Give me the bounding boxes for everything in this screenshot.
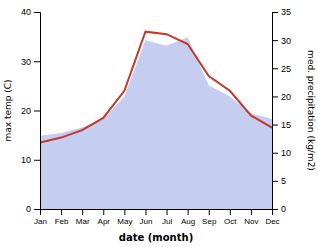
y-axis-title: max temp (C) [3,79,13,141]
tick: 20 [21,106,40,116]
tick: Aug [181,209,195,226]
tick-label: 20 [21,106,31,116]
tick-mark [34,12,40,13]
tick: 25 [272,64,291,74]
tick: 10 [272,148,291,158]
tick-label: Mar [76,217,90,226]
tick-label: Apr [98,217,111,226]
tick: Oct [224,209,237,226]
tick-mark [272,12,278,13]
tick-mark [272,181,278,182]
line [40,32,272,143]
tick: Nov [244,209,258,226]
tick-label: 5 [281,176,286,186]
tick-label: Jun [140,217,153,226]
tick-mark [272,209,278,210]
tick: 35 [272,7,291,17]
marks [40,32,272,209]
tick-label: 0 [281,204,286,214]
tick: Dec [265,209,279,226]
tick: Jul [162,209,172,226]
axis-line [273,13,279,210]
tick-mark [209,209,210,215]
plot: JanFebMarAprMayJunJulAugSepOctNovDec0102… [21,7,291,225]
tick: Mar [76,209,90,226]
tick-mark [272,125,278,126]
tick-label: Aug [181,217,195,226]
tick-label: Jul [162,217,172,226]
tick-mark [61,209,62,215]
tick-label: 10 [21,155,31,165]
axis-line [41,210,273,216]
tick-mark [272,153,278,154]
tick: 20 [272,92,291,102]
tick: 30 [272,36,291,46]
tick-mark [34,111,40,112]
tick-mark [188,209,189,215]
tick-mark [34,209,40,210]
tick-mark [82,209,83,215]
tick-label: Nov [244,217,258,226]
y2-axis-title: med. precipitation (kg/m2) [306,50,316,171]
tick: 15 [272,120,291,130]
tick: 40 [21,7,40,17]
x-axis-title: date (month) [119,232,193,243]
tick: 0 [26,204,40,214]
tick-mark [34,61,40,62]
tick-label: Oct [224,217,237,226]
tick: Jun [140,209,153,226]
tick: 30 [21,57,40,67]
tick-label: 20 [281,92,291,102]
tick: 5 [272,176,286,186]
tick: Sep [202,209,217,226]
tick-mark [272,40,278,41]
tick-label: 0 [26,204,31,214]
tick-label: 25 [281,64,291,74]
tick: 10 [21,155,40,165]
tick-mark [145,209,146,215]
tick-label: May [117,217,132,226]
tick-label: Jan [34,217,47,226]
tick: 0 [272,204,286,214]
tick-label: Sep [202,217,217,226]
y-axis: 0 10 20 30 40 [21,7,41,214]
tick-mark [272,68,278,69]
tick: Jan [34,209,47,226]
tick-label: 10 [281,148,291,158]
tick-mark [272,96,278,97]
tick-label: 30 [21,57,31,67]
tick-mark [167,209,168,215]
tick-label: Dec [265,217,279,226]
tick-mark [103,209,104,215]
tick-mark [230,209,231,215]
tick-mark [34,160,40,161]
tick: Feb [55,209,69,226]
tick-label: Feb [55,217,69,226]
tick-label: 40 [21,7,31,17]
tick: Apr [98,209,111,226]
x-axis: Jan Feb Mar Apr May Jun Jul Aug Sep Oct Nov Dec [34,209,280,226]
tick: May [117,209,132,226]
axis-line [34,13,41,210]
area [40,37,272,209]
tick-mark [251,209,252,215]
tick-mark [124,209,125,215]
y2-axis: 0 5 10 15 20 25 30 35 [272,7,291,214]
tick-label: 30 [281,36,291,46]
tick-label: 35 [281,7,291,17]
chart: JanFebMarAprMayJunJulAugSepOctNovDec0102… [0,0,318,247]
tick-label: 15 [281,120,291,130]
